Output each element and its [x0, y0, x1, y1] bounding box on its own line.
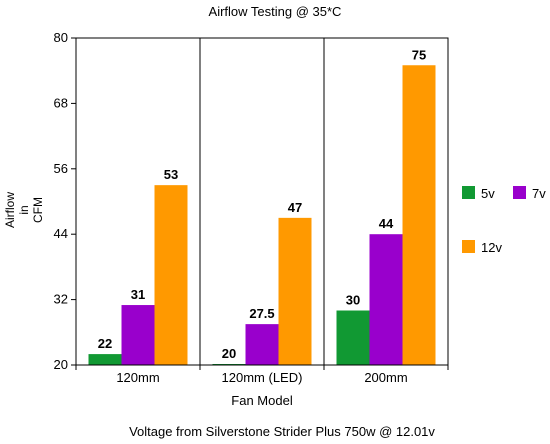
- bar: [336, 310, 370, 365]
- chart-title: Airflow Testing @ 35*C: [209, 4, 342, 19]
- y-axis-label-line-1: Airflow: [3, 192, 17, 228]
- legend-label: 12v: [481, 240, 502, 255]
- data-label: 75: [412, 47, 426, 62]
- y-axis-label: Airflow in CFM: [3, 192, 45, 228]
- x-tick-label: 120mm (LED): [222, 370, 303, 385]
- plot-frame: [75, 37, 449, 366]
- bar: [154, 185, 188, 365]
- y-tick-label: 44: [54, 226, 68, 241]
- y-axis-label-line-3: CFM: [31, 197, 45, 223]
- bar: [278, 217, 312, 365]
- data-label: 31: [131, 287, 145, 302]
- legend-swatch: [513, 186, 526, 199]
- data-label: 22: [98, 336, 112, 351]
- y-axis-label-line-2: in: [17, 205, 31, 214]
- bar: [245, 324, 279, 365]
- bar: [88, 354, 122, 365]
- data-label: 47: [288, 200, 302, 215]
- plot-area: 22 31 53 20 27.5 47 30 44 75 20 32 44 56 68 80 120mm 120…: [54, 30, 449, 385]
- bar: [121, 305, 155, 365]
- data-label: 27.5: [249, 306, 274, 321]
- y-tick-label: 56: [54, 161, 68, 176]
- x-axis-label: Fan Model: [231, 393, 293, 408]
- data-label: 44: [379, 216, 394, 231]
- x-tick-label: 200mm: [364, 370, 407, 385]
- y-tick-label: 32: [54, 292, 68, 307]
- y-tick-label: 68: [54, 95, 68, 110]
- y-tick-label: 80: [54, 30, 68, 45]
- legend-label: 5v: [481, 186, 495, 201]
- x-tick-label: 120mm: [116, 370, 159, 385]
- legend-swatch: [462, 186, 475, 199]
- data-label: 53: [164, 167, 178, 182]
- bar: [369, 234, 403, 365]
- data-label: 20: [222, 346, 236, 361]
- chart-footnote: Voltage from Silverstone Strider Plus 75…: [129, 424, 435, 439]
- y-tick-label: 20: [54, 357, 68, 372]
- legend-label: 7v: [532, 186, 546, 201]
- legend-swatch: [462, 240, 475, 253]
- data-label: 30: [346, 293, 360, 308]
- bar: [402, 65, 436, 365]
- legend: 5v 7v 12v: [462, 186, 546, 255]
